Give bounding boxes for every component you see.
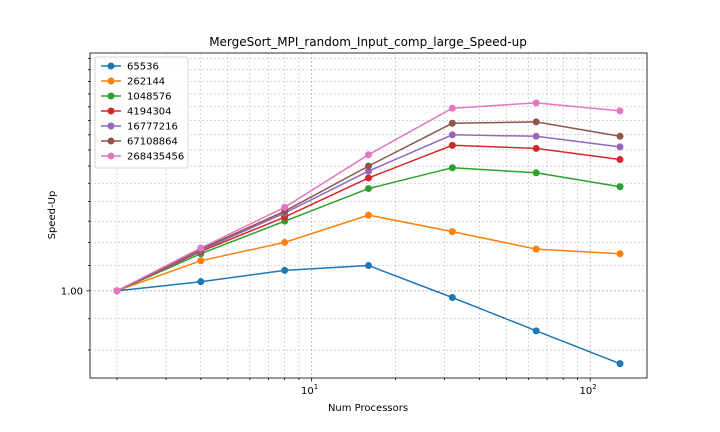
data-point	[365, 185, 372, 193]
legend-item: 268435456	[101, 152, 184, 163]
data-point	[365, 262, 372, 270]
legend-swatch-marker	[107, 92, 115, 100]
data-point	[448, 119, 456, 127]
series-layer	[113, 99, 624, 368]
series-268435456	[113, 99, 624, 295]
data-point	[365, 211, 372, 219]
data-point	[365, 151, 372, 159]
x-tick-exponent: 2	[592, 383, 596, 391]
data-point	[616, 107, 624, 115]
data-point	[448, 294, 456, 302]
x-tick-label: 101	[301, 383, 318, 397]
series-line	[116, 264, 621, 365]
legend-label: 1048576	[127, 92, 172, 103]
x-axis-label: Num Processors	[328, 403, 408, 414]
data-point	[113, 287, 121, 295]
legend-label: 65536	[127, 62, 159, 73]
legend-swatch-marker	[107, 152, 115, 160]
legend-item: 4194304	[101, 107, 172, 118]
x-tick-exponent: 1	[314, 383, 318, 391]
legend-item: 67108864	[101, 137, 178, 148]
data-point	[448, 104, 456, 112]
data-point	[616, 183, 624, 191]
legend-item: 262144	[101, 77, 165, 88]
data-point	[448, 228, 456, 236]
legend-label: 262144	[127, 77, 165, 88]
data-point	[365, 167, 372, 175]
data-point	[532, 99, 540, 107]
legend-label: 268435456	[127, 152, 184, 163]
legend-swatch-marker	[107, 137, 115, 145]
data-point	[197, 278, 205, 286]
plot-frame	[89, 52, 648, 379]
legend-item: 65536	[101, 62, 159, 73]
data-point	[532, 169, 540, 177]
data-point	[448, 131, 456, 139]
data-point	[532, 118, 540, 126]
data-point	[616, 132, 624, 140]
legend-item: 16777216	[101, 122, 178, 133]
data-point	[616, 143, 624, 151]
data-point	[281, 203, 289, 211]
legend-swatch-marker	[107, 122, 115, 130]
data-point	[197, 244, 205, 252]
data-point	[448, 164, 456, 172]
legend: 65536 262144 1048576 4194304 16777216 6710886…	[94, 56, 189, 169]
data-point	[532, 245, 540, 253]
data-point	[616, 360, 624, 368]
legend-label: 4194304	[127, 107, 172, 118]
legend-swatch-marker	[107, 107, 115, 115]
data-point	[365, 174, 372, 182]
data-point	[365, 162, 372, 170]
data-point	[616, 156, 624, 164]
data-point	[532, 132, 540, 140]
legend-swatch-marker	[107, 77, 115, 85]
data-point	[281, 266, 289, 274]
chart-title: MergeSort_MPI_random_Input_comp_large_Sp…	[209, 35, 527, 49]
x-tick-label: 102	[580, 383, 597, 397]
y-tick-label: 1.00	[61, 286, 83, 297]
legend-item: 1048576	[101, 92, 172, 103]
data-point	[532, 327, 540, 335]
data-point	[616, 250, 624, 258]
legend-label: 16777216	[127, 122, 178, 133]
legend-label: 67108864	[127, 137, 178, 148]
data-point	[197, 257, 205, 265]
y-axis-label: Speed-Up	[47, 191, 58, 240]
legend-swatch-marker	[107, 62, 115, 70]
data-point	[281, 238, 289, 246]
data-point	[532, 144, 540, 152]
data-point	[448, 141, 456, 149]
